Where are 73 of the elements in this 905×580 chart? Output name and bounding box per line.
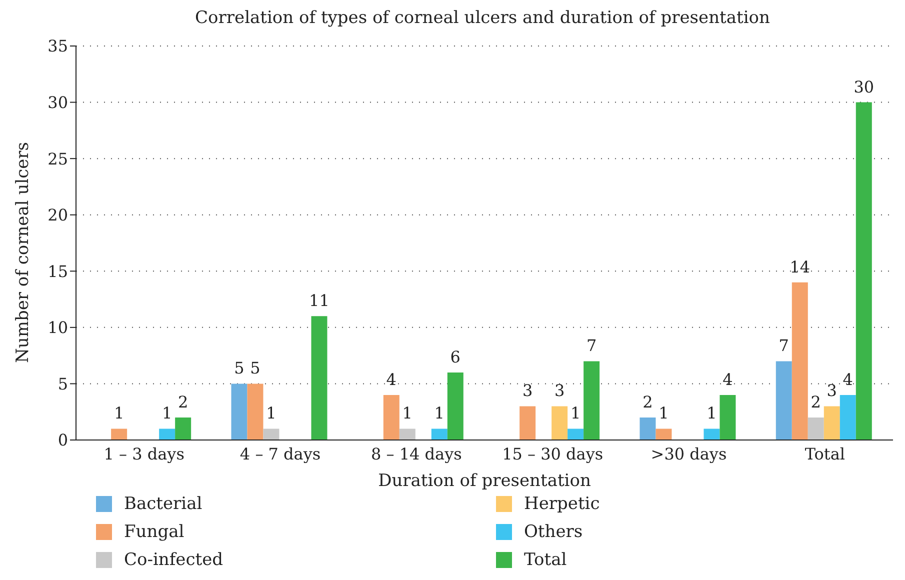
bar	[247, 384, 264, 440]
data-label: 5	[250, 358, 260, 378]
data-label: 30	[854, 77, 874, 96]
bar	[704, 428, 720, 440]
data-label: 2	[178, 392, 188, 412]
x-tick-label: 8 – 14 days	[371, 444, 462, 464]
data-label: 11	[309, 291, 330, 310]
bar	[656, 428, 672, 440]
data-label: 1	[570, 404, 581, 423]
x-tick-label: Total	[804, 444, 845, 464]
chart-title: Correlation of types of corneal ulcers and duration of presentation	[194, 8, 771, 30]
data-label: 3	[522, 381, 533, 400]
data-label: 6	[450, 347, 460, 366]
bar	[231, 384, 248, 440]
data-label: 3	[826, 381, 837, 400]
bar	[552, 406, 568, 440]
data-label: 14	[790, 257, 810, 276]
legend-label: Herpetic	[524, 494, 600, 514]
bar	[776, 361, 792, 440]
data-label: 1	[658, 404, 669, 423]
bar	[792, 282, 808, 440]
data-label: 7	[778, 336, 789, 356]
legend-label: Co-infected	[124, 550, 224, 570]
data-label: 4	[386, 370, 396, 389]
bar	[568, 428, 584, 440]
data-label: 1	[162, 404, 172, 423]
bar	[824, 406, 840, 440]
data-label: 4	[842, 370, 853, 389]
bar	[808, 417, 824, 440]
x-tick-label: 15 – 30 days	[502, 444, 604, 464]
x-axis-title: Duration of presentation	[378, 471, 591, 491]
bar	[584, 361, 600, 440]
data-label: 2	[642, 392, 653, 412]
bar	[311, 316, 328, 440]
data-label: 1	[114, 404, 124, 423]
data-label: 1	[266, 404, 276, 423]
x-tick-label: 4 – 7 days	[240, 444, 321, 464]
bar	[159, 428, 176, 440]
bar	[111, 428, 128, 440]
bar	[520, 406, 536, 440]
data-label: 1	[434, 404, 444, 423]
bar	[175, 417, 192, 440]
y-tick-label: 20	[48, 206, 68, 225]
bar	[383, 394, 400, 440]
y-tick-label: 0	[58, 430, 68, 450]
y-tick-label: 10	[48, 318, 68, 338]
legend-label: Others	[524, 522, 583, 542]
legend-label: Total	[524, 550, 567, 570]
y-axis-title: Number of corneal ulcers	[13, 142, 34, 363]
y-tick-label: 5	[58, 374, 68, 394]
bar	[447, 372, 464, 440]
y-tick-label: 30	[48, 92, 68, 112]
data-label: 3	[554, 381, 565, 400]
bar	[431, 428, 448, 440]
legend-label: Bacterial	[124, 494, 202, 514]
legend-label: Fungal	[124, 522, 184, 542]
y-tick-label: 25	[48, 149, 68, 168]
bar	[840, 394, 856, 440]
x-tick-label: 1 – 3 days	[104, 444, 184, 464]
bar	[263, 428, 280, 440]
data-label: 7	[586, 336, 597, 356]
bar	[856, 102, 872, 440]
bar	[640, 417, 656, 440]
data-label: 2	[810, 392, 821, 412]
x-tick-label: >30 days	[650, 444, 727, 464]
y-tick-label: 35	[48, 36, 68, 56]
data-label: 5	[234, 358, 244, 378]
bar	[399, 428, 416, 440]
data-label: 4	[722, 370, 733, 389]
data-label: 1	[402, 404, 412, 423]
data-label: 1	[706, 404, 717, 423]
y-tick-label: 15	[48, 262, 68, 281]
bar	[720, 394, 736, 440]
